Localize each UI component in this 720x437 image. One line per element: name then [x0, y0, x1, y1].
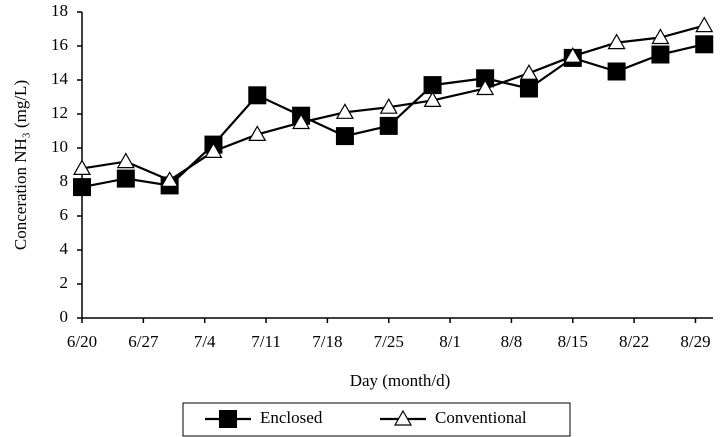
x-tick-label: 7/4 — [194, 332, 216, 351]
x-axis-label: Day (month/d) — [350, 371, 451, 390]
y-tick-label: 2 — [60, 273, 69, 292]
y-tick-label: 10 — [51, 137, 68, 156]
y-tick-label: 4 — [60, 239, 69, 258]
data-point — [695, 35, 714, 54]
y-tick-label: 14 — [51, 69, 69, 88]
data-point — [423, 91, 442, 108]
data-point — [248, 86, 267, 105]
data-point — [292, 113, 311, 130]
y-axis-label: Conceration NH₃ (mg/L) — [11, 80, 30, 250]
data-point — [607, 33, 626, 50]
data-point — [116, 152, 135, 169]
data-point — [116, 169, 135, 188]
y-tick-label: 8 — [60, 171, 69, 190]
y-tick-label: 18 — [51, 1, 68, 20]
x-tick-label: 7/25 — [374, 332, 404, 351]
x-tick-label: 8/8 — [501, 332, 523, 351]
legend-box — [182, 402, 571, 437]
y-tick-label: 0 — [60, 307, 69, 326]
data-point — [160, 171, 179, 187]
data-point — [248, 125, 267, 141]
data-point — [204, 142, 223, 158]
legend-marker — [219, 410, 237, 428]
data-point — [695, 16, 714, 33]
x-tick-label: 6/27 — [128, 332, 159, 351]
data-point — [72, 159, 92, 175]
data-point — [607, 62, 626, 81]
x-tick-label: 8/22 — [619, 332, 649, 351]
data-point — [519, 63, 538, 80]
data-point — [335, 103, 354, 119]
y-tick-label: 12 — [51, 103, 68, 122]
x-tick-label: 8/15 — [558, 332, 588, 351]
legend-marker — [393, 409, 413, 426]
data-point — [379, 116, 398, 135]
x-tick-label: 8/29 — [680, 332, 710, 351]
x-tick-label: 7/18 — [312, 332, 342, 351]
x-tick-label: 6/20 — [67, 332, 97, 351]
data-point — [476, 79, 495, 96]
data-point — [519, 79, 538, 98]
x-tick-label: 8/1 — [439, 332, 461, 351]
y-tick-label: 6 — [60, 205, 69, 224]
data-point — [379, 97, 398, 114]
legend-label: Conventional — [435, 408, 527, 427]
data-point — [651, 28, 670, 45]
data-point — [73, 178, 91, 197]
x-tick-label: 7/11 — [251, 332, 281, 351]
y-tick-label: 16 — [51, 35, 68, 54]
data-point — [476, 69, 495, 88]
data-point — [423, 76, 442, 95]
data-point — [335, 127, 354, 146]
data-point — [651, 45, 670, 64]
legend-label: Enclosed — [260, 408, 323, 427]
data-point — [563, 46, 582, 63]
